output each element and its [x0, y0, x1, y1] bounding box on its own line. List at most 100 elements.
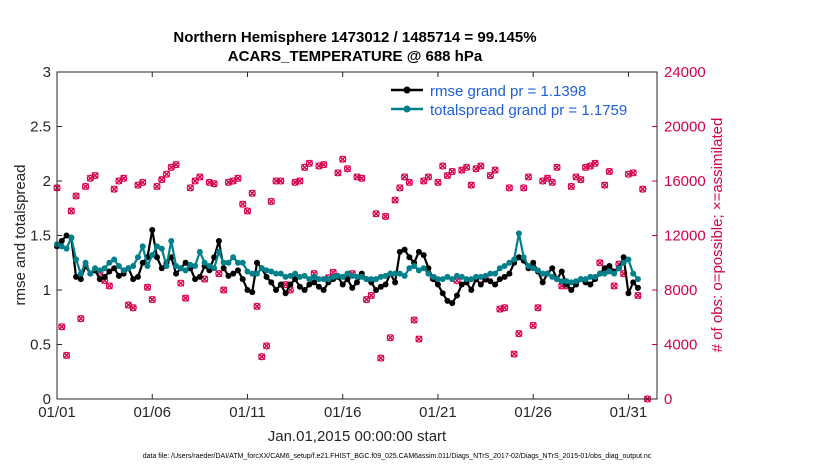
totalspread-point [596, 270, 603, 277]
rmse-point [139, 259, 146, 266]
obs-possible-marker [234, 174, 242, 182]
obs-count-point [381, 212, 390, 221]
obs-possible-marker [296, 177, 304, 185]
legend-label-rmse: rmse grand pr = 1.1398 [430, 83, 586, 100]
rmse-point [134, 273, 141, 280]
obs-possible-marker [77, 315, 85, 323]
totalspread-point [139, 243, 146, 250]
totalspread-point [354, 273, 360, 280]
obs-assimilated-marker [520, 184, 528, 192]
totalspread-point [225, 259, 232, 266]
obs-assimilated-marker [182, 294, 190, 302]
totalspread-point [106, 259, 113, 266]
obs-possible-marker [191, 177, 199, 185]
rmse-point [339, 281, 346, 288]
obs-possible-marker [596, 259, 604, 267]
totalspread-point [568, 279, 575, 286]
obs-assimilated-marker [282, 281, 290, 289]
rmse-point [101, 273, 108, 280]
rmse-point [506, 270, 513, 277]
rmse-point [606, 263, 613, 270]
obs-possible-marker [105, 282, 113, 290]
rmse-point [206, 267, 213, 274]
x-tick-label: 01/31 [610, 404, 648, 421]
obs-assimilated-marker [448, 167, 456, 175]
data-file-footnote: data file: /Users/raeder/DAI/ATM_forcXX/… [143, 453, 652, 460]
rmse-point [244, 287, 251, 293]
obs-possible-marker [343, 165, 352, 173]
y-tick-label: 1 [43, 282, 51, 299]
rmse-point [373, 287, 380, 293]
totalspread-point [77, 270, 84, 277]
y-tick-label: 2 [43, 173, 51, 190]
obs-assimilated-marker [163, 170, 171, 178]
obs-assimilated-marker [629, 169, 637, 177]
obs-count-point [567, 182, 575, 191]
obs-count-point [177, 279, 185, 287]
obs-count-point [553, 163, 561, 171]
obs-assimilated-marker [177, 279, 185, 287]
totalspread-point [406, 265, 413, 272]
obs-assimilated-marker [501, 304, 509, 312]
rmse-point [154, 254, 160, 261]
rmse-point [115, 272, 122, 279]
obs-possible-marker [396, 184, 404, 192]
totalspread-point [273, 270, 280, 277]
obs-possible-marker [420, 177, 428, 185]
rmse-point [415, 248, 422, 255]
obs-possible-marker [143, 283, 152, 291]
rmse-point [620, 254, 627, 261]
obs-count-point [296, 177, 304, 185]
totalspread-point [82, 259, 89, 266]
totalspread-point [592, 273, 599, 280]
obs-possible-marker [510, 350, 518, 358]
plot-frame [56, 71, 658, 400]
obs-assimilated-marker [196, 173, 204, 181]
x-tick-label: 01/01 [38, 404, 76, 421]
obs-possible-marker [181, 294, 190, 302]
obs-assimilated-marker [372, 210, 380, 218]
totalspread-point [525, 263, 532, 270]
obs-count-point [477, 162, 485, 170]
totalspread-point [520, 254, 527, 261]
totalspread-point [454, 272, 460, 279]
totalspread-point [96, 267, 103, 274]
obs-possible-marker [410, 316, 418, 324]
obs-assimilated-marker [334, 169, 342, 177]
obs-count-point [434, 178, 442, 186]
y-right-tick-label: 12000 [664, 228, 706, 245]
legend-label-totalspread: totalspread grand pr = 1.1759 [430, 102, 627, 119]
rmse-point [211, 254, 218, 261]
totalspread-point [163, 263, 170, 270]
rmse-point [158, 265, 165, 272]
totalspread-point [449, 276, 456, 283]
obs-assimilated-marker [477, 162, 485, 170]
obs-possible-marker [405, 178, 413, 186]
obs-assimilated-marker [105, 282, 113, 290]
obs-assimilated-marker [220, 286, 228, 294]
totalspread-point [473, 273, 480, 280]
obs-possible-marker [401, 173, 409, 181]
obs-possible-marker [239, 200, 247, 208]
obs-possible-marker [215, 270, 223, 278]
obs-assimilated-marker [405, 178, 413, 186]
obs-assimilated-marker [67, 207, 75, 215]
rmse-point [287, 281, 294, 288]
totalspread-point [558, 278, 565, 285]
obs-possible-marker [548, 178, 556, 186]
totalspread-point [515, 230, 522, 237]
obs-count-point [367, 291, 375, 300]
obs-assimilated-marker [339, 155, 347, 163]
obs-possible-marker [177, 279, 185, 287]
obs-assimilated-marker [148, 296, 156, 304]
obs-possible-marker [220, 286, 228, 294]
obs-possible-marker [243, 207, 252, 215]
totalspread-point [363, 276, 370, 283]
totalspread-point [330, 273, 337, 280]
totalspread-point [582, 276, 589, 283]
obs-assimilated-marker [491, 166, 499, 174]
totalspread-point [358, 273, 365, 280]
totalspread-point [349, 272, 356, 279]
rmse-point [487, 278, 494, 285]
obs-count-point [534, 304, 542, 312]
